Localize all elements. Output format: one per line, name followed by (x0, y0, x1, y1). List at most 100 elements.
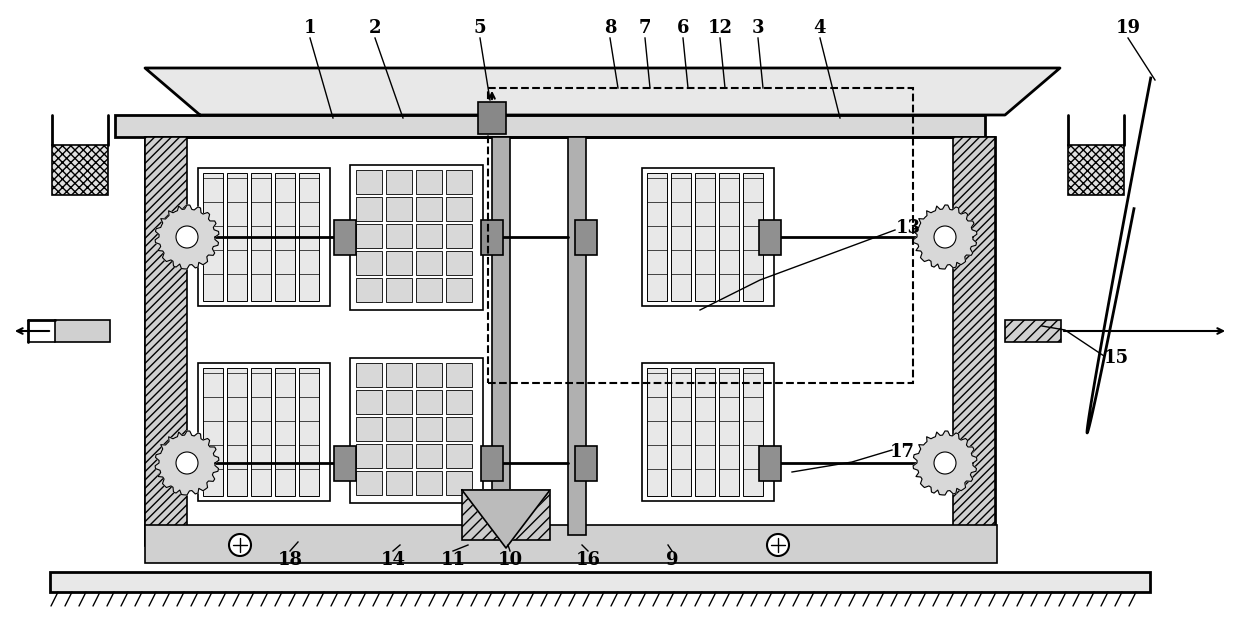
Text: 16: 16 (575, 551, 600, 569)
Polygon shape (155, 431, 219, 495)
Bar (356, 278, 382, 302)
Circle shape (229, 534, 250, 556)
Text: 8: 8 (604, 19, 616, 37)
Bar (446, 170, 472, 194)
Bar (386, 444, 412, 468)
Bar (415, 197, 441, 221)
Bar (299, 173, 319, 301)
Text: 13: 13 (895, 219, 920, 237)
Text: 12: 12 (708, 19, 733, 37)
Bar (386, 197, 412, 221)
Bar (350, 358, 484, 503)
Polygon shape (463, 490, 551, 548)
Text: 15: 15 (1104, 349, 1128, 367)
Bar (356, 170, 382, 194)
Bar (671, 368, 691, 496)
Text: 3: 3 (751, 19, 764, 37)
Bar (356, 390, 382, 414)
Bar (446, 444, 472, 468)
Bar (386, 278, 412, 302)
Bar (386, 251, 412, 275)
Bar (55, 320, 110, 342)
Text: 9: 9 (666, 551, 678, 569)
Bar (386, 471, 412, 495)
Bar (52, 145, 108, 195)
Bar (145, 137, 187, 545)
Bar (386, 390, 412, 414)
Bar (275, 173, 295, 301)
Text: 5: 5 (474, 19, 486, 37)
Bar (694, 173, 715, 301)
Polygon shape (913, 205, 977, 269)
Bar (356, 363, 382, 387)
Bar (356, 251, 382, 275)
Bar (1004, 320, 1061, 342)
Polygon shape (913, 431, 977, 495)
Bar (356, 444, 382, 468)
Bar (743, 368, 763, 496)
Bar (481, 446, 503, 481)
Bar (759, 446, 781, 481)
Circle shape (934, 452, 956, 474)
Bar (492, 137, 510, 535)
Bar (446, 471, 472, 495)
Text: 6: 6 (677, 19, 689, 37)
Bar (198, 363, 330, 501)
Bar (145, 525, 997, 563)
Bar (334, 220, 356, 255)
Bar (386, 363, 412, 387)
Bar (356, 197, 382, 221)
Bar (203, 173, 223, 301)
Circle shape (934, 226, 956, 248)
Bar (356, 417, 382, 441)
Bar (446, 363, 472, 387)
Bar (446, 417, 472, 441)
Circle shape (176, 226, 198, 248)
Bar (415, 170, 441, 194)
Bar (719, 173, 739, 301)
Bar (50, 572, 1149, 592)
Bar (275, 368, 295, 496)
Bar (446, 251, 472, 275)
Bar (719, 368, 739, 496)
Text: 11: 11 (440, 551, 465, 569)
Bar (575, 220, 596, 255)
Bar (415, 444, 441, 468)
Bar (446, 390, 472, 414)
Bar (568, 137, 587, 535)
Bar (415, 471, 441, 495)
Bar (198, 168, 330, 306)
Bar (350, 165, 484, 310)
Bar (647, 368, 667, 496)
Bar (334, 446, 356, 481)
Bar (759, 220, 781, 255)
Bar (115, 115, 985, 137)
Bar (446, 278, 472, 302)
Bar (642, 363, 774, 501)
Bar (477, 102, 506, 134)
Bar (415, 278, 441, 302)
Bar (415, 251, 441, 275)
Text: 18: 18 (278, 551, 303, 569)
Bar (227, 173, 247, 301)
Bar (954, 137, 994, 545)
Bar (671, 173, 691, 301)
Bar (1068, 145, 1123, 195)
Bar (743, 173, 763, 301)
Text: 2: 2 (368, 19, 381, 37)
Bar (386, 224, 412, 248)
Bar (415, 390, 441, 414)
Bar (463, 490, 551, 540)
Text: 17: 17 (889, 443, 914, 461)
Bar (446, 197, 472, 221)
Bar (386, 417, 412, 441)
Text: 14: 14 (381, 551, 405, 569)
Bar (694, 368, 715, 496)
Text: 1: 1 (304, 19, 316, 37)
Bar (250, 173, 272, 301)
Text: 7: 7 (639, 19, 651, 37)
Bar (642, 168, 774, 306)
Circle shape (768, 534, 789, 556)
Bar (481, 220, 503, 255)
Bar (415, 224, 441, 248)
